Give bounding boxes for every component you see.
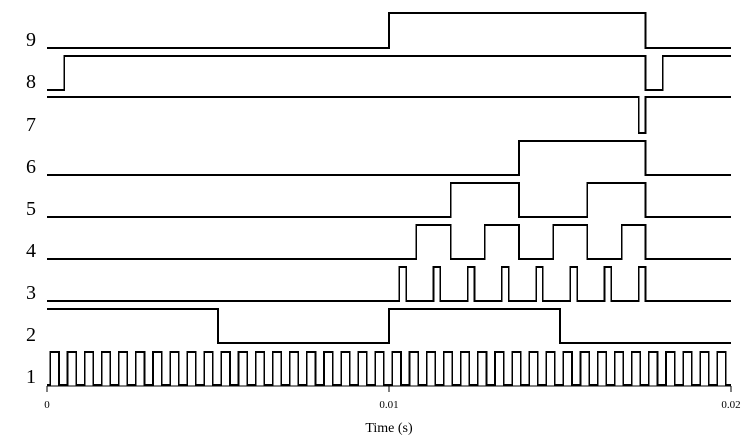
row-label-6: 6 [26, 156, 36, 178]
x-tick-label: 0 [44, 399, 50, 411]
trace-5 [47, 182, 731, 218]
row-label-3: 3 [26, 282, 36, 304]
row-label-7: 7 [26, 114, 36, 136]
trace-3 [47, 266, 731, 302]
trace-8 [47, 55, 731, 91]
trace-7 [47, 96, 731, 134]
row-label-5: 5 [26, 198, 36, 220]
x-axis-label: Time (s) [365, 421, 413, 436]
row-label-4: 4 [26, 240, 36, 262]
x-ticks: 0 0.01 0.02 [44, 386, 741, 411]
trace-4 [47, 224, 731, 260]
row-labels: 1 2 3 4 5 6 7 8 9 [26, 29, 36, 388]
trace-6 [47, 140, 731, 176]
trace-9 [47, 12, 731, 49]
x-tick-label: 0.01 [379, 399, 398, 411]
signal-traces [47, 12, 731, 386]
row-label-2: 2 [26, 324, 36, 346]
trace-2 [47, 308, 731, 344]
x-tick-label: 0.02 [721, 399, 740, 411]
row-label-9: 9 [26, 29, 36, 51]
row-label-1: 1 [26, 366, 36, 388]
trace-1 [47, 351, 731, 386]
row-label-8: 8 [26, 71, 36, 93]
